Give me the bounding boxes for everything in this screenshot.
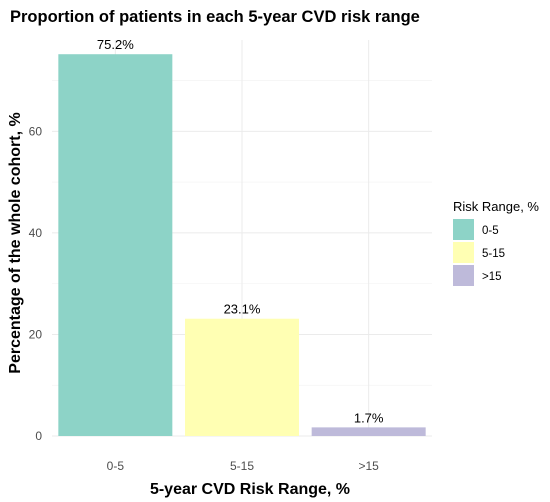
y-tick-label: 0 — [35, 429, 42, 443]
data-label-3: 1.7% — [354, 410, 384, 425]
y-axis-ticks: 0 20 40 60 — [29, 124, 43, 443]
bar-3 — [311, 427, 426, 436]
bars — [58, 54, 426, 436]
bar-2 — [185, 318, 299, 436]
y-axis-title: Percentage of the whole cohort, % — [7, 112, 24, 373]
legend-key-3 — [453, 265, 474, 286]
legend-key-1 — [453, 219, 474, 240]
bar-1 — [58, 54, 173, 436]
x-axis-ticks: 0-5 5-15 >15 — [107, 459, 380, 473]
legend: Risk Range, % 0-5 5-15 >15 — [453, 199, 539, 286]
legend-label-3: >15 — [482, 271, 502, 283]
x-tick-label: 5-15 — [230, 459, 254, 473]
x-axis-title: 5-year CVD Risk Range, % — [150, 481, 350, 498]
x-tick-label: 0-5 — [107, 459, 125, 473]
y-tick-label: 40 — [29, 226, 43, 240]
x-tick-label: >15 — [358, 459, 379, 473]
y-tick-label: 60 — [29, 124, 43, 138]
legend-key-2 — [453, 242, 474, 263]
data-label-2: 23.1% — [224, 302, 261, 317]
data-labels: 75.2% 23.1% 1.7% — [97, 37, 384, 425]
y-tick-label: 20 — [29, 327, 43, 341]
legend-label-2: 5-15 — [482, 248, 505, 260]
chart-title: Proportion of patients in each 5-year CV… — [10, 8, 420, 26]
legend-title: Risk Range, % — [453, 199, 539, 214]
legend-label-1: 0-5 — [482, 225, 499, 237]
data-label-1: 75.2% — [97, 37, 134, 52]
